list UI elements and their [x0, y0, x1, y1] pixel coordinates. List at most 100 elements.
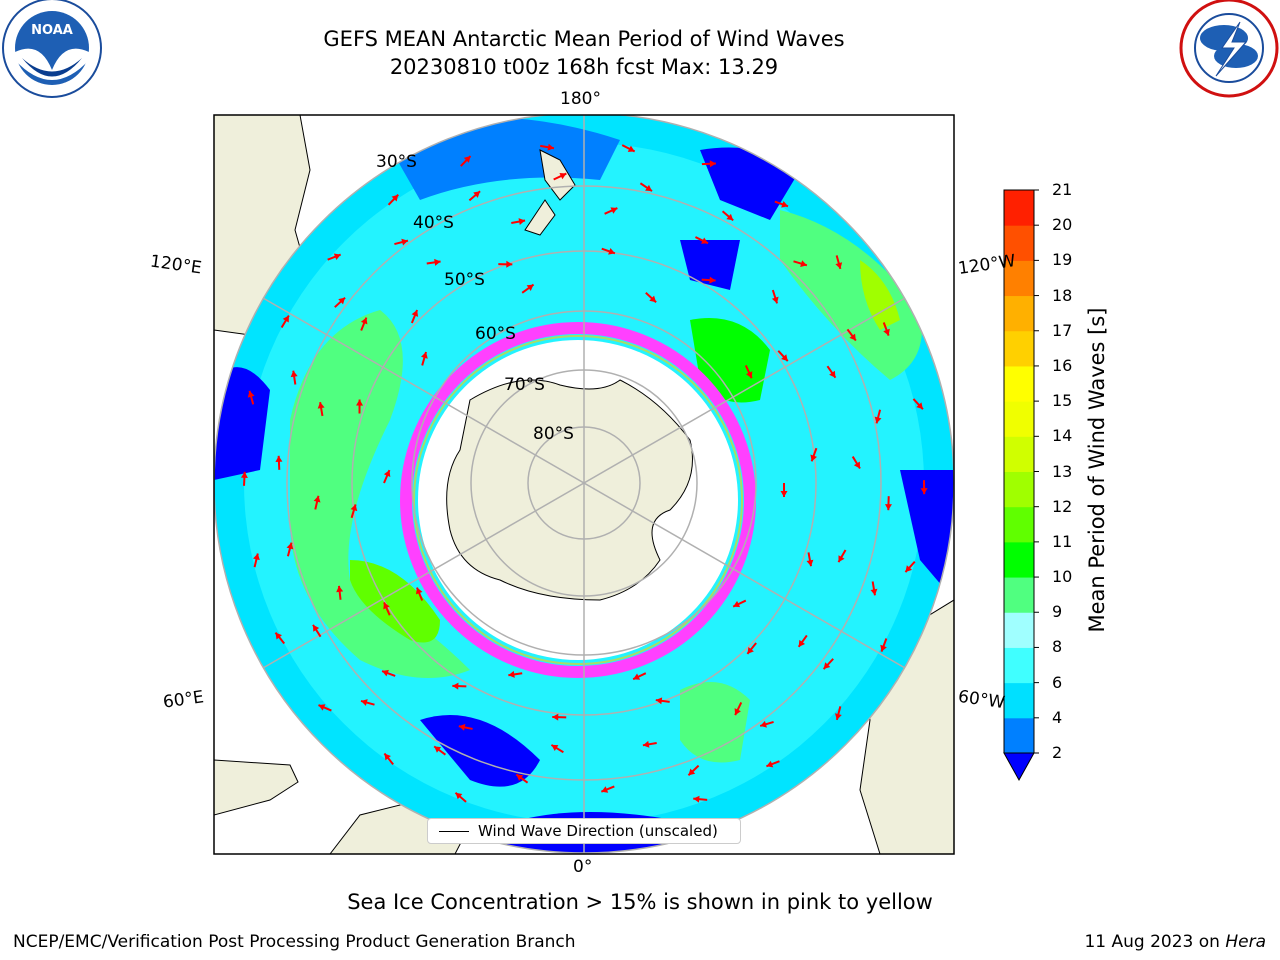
colorbar-tick-label: 17: [1052, 320, 1073, 340]
wave-direction-arrowhead: [688, 768, 696, 776]
colorbar-swatch: [1004, 365, 1034, 402]
forecast-subtitle: 20230810 t00z 168h fcst Max: 13.29: [389, 55, 779, 79]
wave-direction-arrowhead: [240, 471, 248, 479]
lon-label-0: 0°: [573, 857, 593, 877]
wave-direction-arrowhead: [642, 740, 650, 748]
wave-direction-arrowhead: [884, 504, 892, 511]
wave-direction-arrowhead: [853, 461, 860, 469]
wave-direction-arrowhead: [526, 284, 534, 291]
wave-direction-arrowhead: [829, 370, 836, 378]
colorbar-tick-label: 10: [1052, 567, 1073, 587]
wave-direction-arrowhead: [463, 156, 471, 163]
wave-direction-arrowhead: [838, 555, 845, 563]
wave-direction-arrowhead: [421, 351, 428, 359]
colorbar-tick-label: 16: [1052, 355, 1073, 375]
wave-direction-arrowhead: [384, 753, 391, 761]
wave-direction-arrowhead: [780, 491, 788, 497]
wave-direction-arrowhead: [760, 720, 767, 728]
wave-direction-arrowhead: [734, 708, 741, 716]
wave-direction-arrowhead: [552, 713, 559, 721]
graticule: [214, 115, 954, 854]
wave-direction-arrowhead: [726, 213, 734, 221]
wave-direction-arrowhead: [916, 402, 923, 410]
noaa-logo-icon: NOAA: [2, 0, 102, 98]
wave-direction-arrowhead: [645, 184, 653, 192]
colorbar-swatch: [1004, 260, 1034, 297]
wave-direction-arrowhead: [411, 310, 419, 317]
wave-direction-arrowhead: [798, 639, 806, 647]
wave-direction-arrowhead: [318, 704, 326, 711]
colorbar-swatch: [1004, 682, 1034, 719]
sea-ice-note: Sea Ice Concentration > 15% is shown in …: [347, 890, 933, 914]
wave-direction-arrowhead: [733, 600, 741, 608]
wave-direction-arrowhead: [434, 746, 442, 753]
wave-direction-arrowhead: [655, 697, 663, 705]
wind-wave-arrows: [240, 143, 928, 827]
colorbar-tick-label: 20: [1052, 215, 1073, 235]
nws-logo-icon: [1179, 0, 1279, 98]
lat-label-60s: 60°S: [475, 324, 516, 344]
colorbar-swatch: [1004, 506, 1034, 543]
wave-direction-arrowhead: [709, 276, 716, 284]
wave-direction-arrowhead: [336, 585, 344, 593]
colorbar-tick-label: 13: [1052, 461, 1073, 481]
wave-direction-arrowhead: [516, 774, 524, 781]
wave-direction-arrowhead: [312, 624, 320, 632]
colorbar-swatch: [1004, 717, 1034, 754]
colorbar-swatch: [1004, 541, 1034, 578]
wave-direction-arrowhead: [905, 565, 913, 573]
colorbar-tick-label: 15: [1052, 391, 1073, 411]
colorbar-tick-label: 18: [1052, 285, 1073, 305]
wave-direction-arrowhead: [810, 454, 818, 462]
wave-direction-arrowhead: [253, 553, 260, 561]
wave-direction-arrowhead: [391, 194, 399, 202]
wave-direction-arrowhead: [434, 258, 441, 266]
wave-direction-arrowhead: [333, 253, 341, 261]
wave-direction-arrowhead: [559, 172, 567, 180]
colorbar-tick-label: 8: [1052, 637, 1063, 657]
colorbar-tick-label: 11: [1052, 531, 1073, 551]
lon-label-180: 180°: [560, 89, 601, 109]
wave-direction-arrowhead: [823, 662, 831, 670]
wave-direction-arrowhead: [693, 795, 700, 803]
colorbar-tick-label: 4: [1052, 707, 1063, 727]
wave-direction-arrowhead: [290, 370, 298, 378]
wave-direction-arrowhead: [401, 238, 408, 246]
wave-direction-arrowhead: [800, 260, 807, 267]
wave-direction-arrowhead: [452, 682, 459, 690]
wave-direction-arrowhead: [247, 390, 255, 398]
wave-direction-arrowhead: [747, 647, 754, 654]
colorbar-swatch: [1004, 612, 1034, 648]
wave-direction-arrowhead: [356, 399, 364, 406]
wave-direction-arrowhead: [458, 723, 466, 731]
colorbar-swatch: [1004, 295, 1034, 332]
colorbar-swatch: [1004, 647, 1034, 684]
wave-direction-arrowhead: [415, 587, 423, 595]
wave-direction-arrowhead: [883, 328, 890, 336]
wave-direction-arrowhead: [633, 673, 641, 680]
wave-direction-arrowhead: [518, 218, 526, 226]
wave-direction-arrowhead: [360, 699, 368, 706]
lat-label-80s: 80°S: [533, 424, 574, 444]
wave-direction-arrowhead: [849, 333, 856, 341]
page-title: GEFS MEAN Antarctic Mean Period of Wind …: [323, 27, 845, 51]
colorbar-tick-label: 9: [1052, 602, 1063, 622]
colorbar-tick-label: 6: [1052, 672, 1063, 692]
lat-label-30s: 30°S: [376, 152, 417, 172]
wave-direction-arrowhead: [338, 297, 346, 305]
wave-direction-arrowhead: [608, 248, 615, 255]
colorbar-swatch: [1004, 401, 1034, 437]
wave-direction-arrowhead: [806, 559, 814, 567]
wave-direction-arrowhead: [880, 644, 887, 652]
wave-direction-arrowhead: [508, 670, 515, 678]
noaa-logo-text: NOAA: [31, 23, 73, 38]
wave-direction-arrowhead: [766, 760, 774, 768]
wave-direction-arrowhead: [551, 744, 559, 752]
lat-label-50s: 50°S: [444, 270, 485, 290]
wave-direction-arrowhead: [627, 145, 635, 152]
wave-direction-arrowhead: [701, 237, 708, 244]
footer-date: 11 Aug 2023 on Hera: [1084, 932, 1266, 952]
wave-direction-arrowhead: [649, 295, 657, 303]
lat-label-70s: 70°S: [504, 375, 545, 395]
colorbar-swatch: [1004, 330, 1034, 367]
